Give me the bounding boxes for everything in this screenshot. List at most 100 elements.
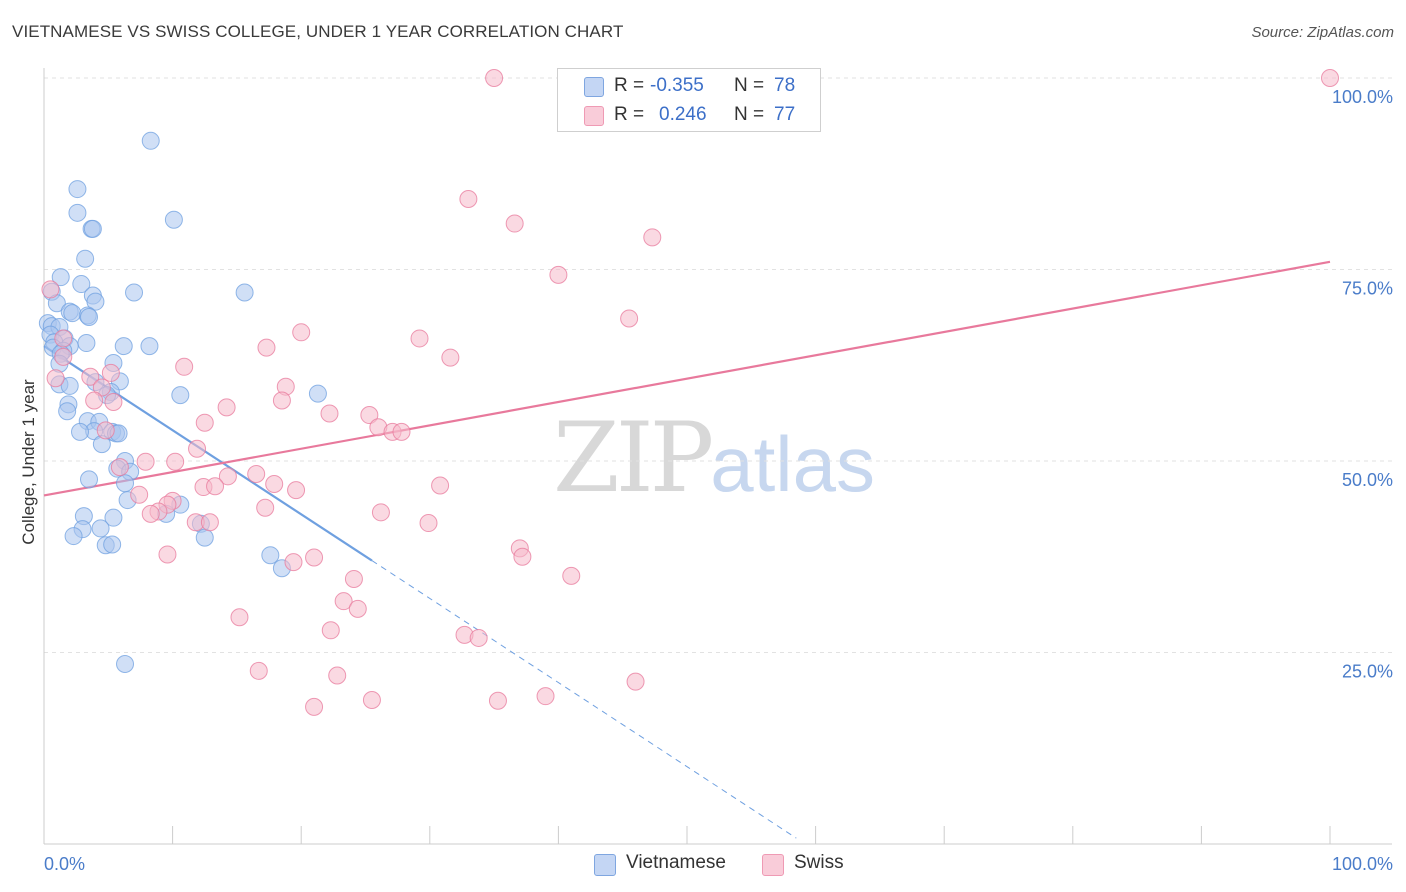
point-swiss: [410, 329, 429, 348]
axes: [43, 68, 1392, 845]
point-vietnamese: [51, 268, 70, 287]
point-vietnamese: [68, 180, 87, 199]
point-swiss: [256, 498, 275, 517]
point-swiss: [101, 363, 120, 382]
point-swiss: [96, 421, 115, 440]
point-swiss: [348, 599, 367, 618]
point-swiss: [292, 323, 311, 342]
point-swiss: [136, 452, 155, 471]
point-swiss: [320, 404, 339, 423]
point-swiss: [334, 592, 353, 611]
point-vietnamese: [104, 508, 123, 527]
point-swiss: [104, 393, 123, 412]
point-swiss: [620, 309, 639, 328]
point-swiss: [54, 347, 73, 366]
correlation-legend: R = -0.355 N = 78 R = 0.246 N = 77: [557, 68, 821, 132]
point-vietnamese: [261, 546, 280, 565]
legend-r-value: 0.246: [659, 104, 707, 125]
point-vietnamese: [235, 283, 254, 302]
point-vietnamese: [80, 470, 99, 489]
point-swiss: [81, 367, 100, 386]
legend-r-value: -0.355: [650, 75, 704, 96]
point-swiss: [218, 467, 237, 486]
trend-extension-vietnamese: [371, 560, 797, 839]
point-swiss: [284, 553, 303, 572]
point-vietnamese: [114, 337, 133, 356]
point-vietnamese: [77, 334, 96, 353]
point-vietnamese: [308, 384, 327, 403]
y-tick-label: 50.0%: [1342, 470, 1393, 490]
x-tick-label: 0.0%: [44, 854, 85, 874]
point-swiss: [158, 545, 177, 564]
point-swiss: [195, 413, 214, 432]
point-swiss: [344, 569, 363, 588]
point-swiss: [328, 666, 347, 685]
point-swiss: [362, 690, 381, 709]
point-swiss: [360, 406, 379, 425]
data-points: [38, 69, 1339, 716]
point-swiss: [305, 548, 324, 567]
point-swiss: [441, 348, 460, 367]
point-swiss: [371, 503, 390, 522]
point-swiss: [419, 514, 438, 533]
legend-swatch-vietnamese: [584, 77, 604, 97]
point-vietnamese: [116, 654, 135, 673]
point-vietnamese: [72, 275, 91, 294]
point-vietnamese: [80, 307, 99, 326]
point-swiss: [321, 621, 340, 640]
point-swiss: [505, 214, 524, 233]
point-vietnamese: [103, 535, 122, 554]
point-swiss: [130, 485, 149, 504]
point-swiss: [459, 190, 478, 209]
point-vietnamese: [71, 422, 90, 441]
watermark-atlas: atlas: [710, 420, 875, 508]
point-swiss: [249, 661, 268, 680]
bottom-legend-swatch-vietnamese: [594, 854, 616, 876]
point-swiss: [110, 458, 129, 477]
point-swiss: [54, 329, 73, 348]
point-swiss: [166, 452, 185, 471]
point-swiss: [562, 566, 581, 585]
legend-row-vietnamese: R = -0.355 N = 78: [558, 71, 820, 101]
point-swiss: [469, 628, 488, 647]
point-swiss: [431, 476, 450, 495]
legend-swatch-swiss: [584, 106, 604, 126]
point-swiss: [257, 338, 276, 357]
legend-n-label: N =: [734, 104, 765, 125]
bottom-legend-swatch-swiss: [762, 854, 784, 876]
y-tick-label: 75.0%: [1342, 279, 1393, 299]
gridlines: [44, 77, 1392, 653]
point-swiss: [549, 265, 568, 284]
point-vietnamese: [141, 131, 160, 150]
legend-n-value: 77: [774, 104, 796, 125]
point-swiss: [206, 477, 225, 496]
x-tick-label: 100.0%: [1332, 854, 1393, 874]
point-swiss: [41, 280, 60, 299]
legend-row-swiss: R = 0.246 N = 77: [558, 100, 820, 130]
series-swiss: [41, 69, 1339, 716]
point-vietnamese: [164, 210, 183, 229]
legend-n-value: 78: [774, 75, 796, 96]
point-swiss: [513, 547, 532, 566]
point-swiss: [46, 369, 65, 388]
point-swiss: [536, 687, 555, 706]
point-swiss: [85, 391, 104, 410]
watermark-zip: ZIP: [553, 402, 714, 514]
bottom-legend-label: Vietnamese: [626, 852, 726, 873]
point-swiss: [485, 69, 504, 87]
point-vietnamese: [60, 376, 79, 395]
point-vietnamese: [64, 527, 83, 546]
point-swiss: [287, 481, 306, 500]
point-swiss: [200, 513, 219, 532]
point-vietnamese: [76, 249, 95, 268]
point-swiss: [272, 391, 291, 410]
trend-lines: [43, 260, 1331, 839]
legend-r-label: R =: [614, 75, 645, 96]
point-vietnamese: [63, 304, 82, 323]
tick-labels: 25.0% 50.0% 75.0% 100.0% 0.0% 100.0%: [44, 87, 1393, 874]
y-axis-label: College, Under 1 year: [19, 379, 38, 545]
point-swiss: [392, 422, 411, 441]
point-swiss: [265, 474, 284, 493]
point-vietnamese: [68, 203, 87, 222]
